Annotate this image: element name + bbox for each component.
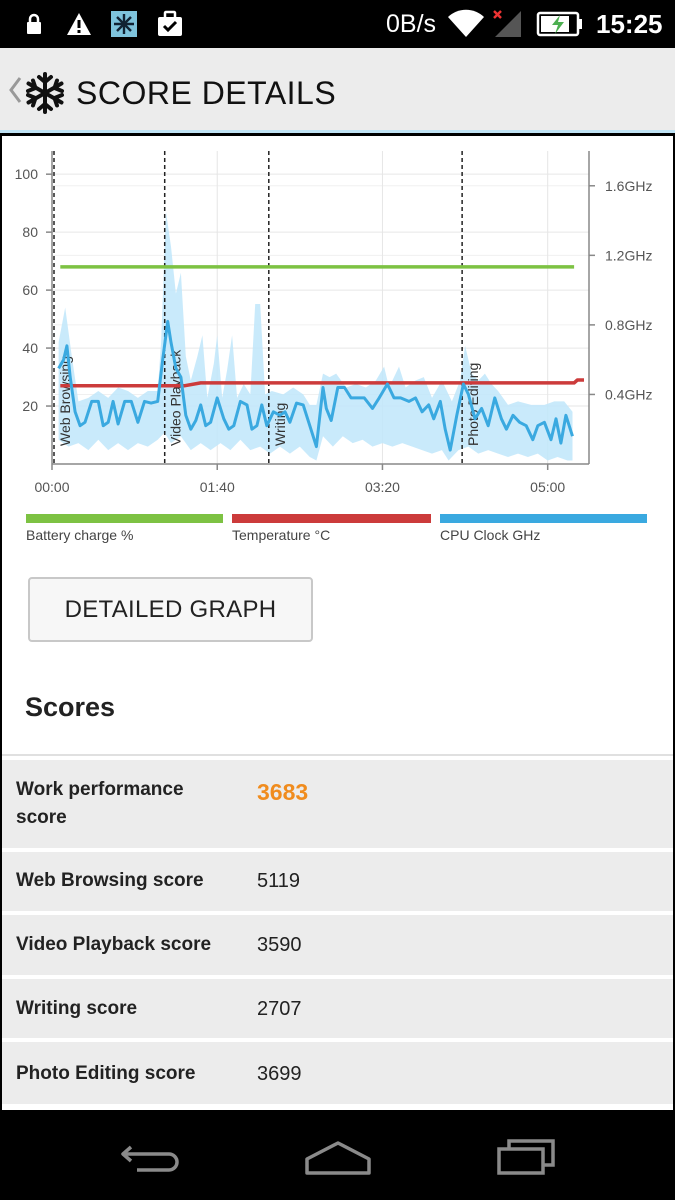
x-tick-label: 03:20 (365, 479, 400, 495)
content-area: 20 40 60 80 100 0.4GHz 0.8GHz 1.2GHz 1.6GHz 00:00… (2, 136, 673, 1110)
section-marker-label: Writing (272, 403, 288, 446)
lock-icon (22, 8, 46, 40)
legend-temperature-label: Temperature °C (232, 527, 331, 543)
page-title: SCORE DETAILS (76, 75, 337, 111)
x-tick-label: 00:00 (34, 479, 69, 495)
detailed-graph-button[interactable]: DETAILED GRAPH (28, 577, 313, 642)
legend-battery: Battery charge % (26, 514, 223, 544)
work-performance-score-value: 3683 (257, 779, 309, 805)
navigation-bar (0, 1110, 675, 1200)
score-label: Video Playback score (16, 934, 212, 955)
score-label: Photo Editing score (16, 1063, 196, 1084)
snowflake-app-icon (109, 8, 139, 40)
score-value: 2707 (257, 998, 302, 1020)
score-label: Work performance score (16, 776, 184, 832)
back-nav-icon[interactable] (112, 1132, 188, 1182)
y-right-tick-label: 1.2GHz (605, 247, 652, 263)
legend-battery-swatch (26, 514, 223, 523)
performance-chart[interactable]: 20 40 60 80 100 0.4GHz 0.8GHz 1.2GHz 1.6GHz 00:00… (2, 136, 673, 496)
legend-cpu-clock-label: CPU Clock GHz (440, 527, 541, 543)
snowflake-logo-icon[interactable] (24, 72, 66, 114)
warning-icon (64, 8, 94, 40)
score-row-work-performance: Work performance score 3683 (2, 760, 673, 848)
y-left-tick-label: 60 (22, 282, 38, 298)
y-left-tick-label: 40 (22, 340, 38, 356)
score-row-video-playback: Video Playback score 3590 (2, 915, 673, 975)
legend-cpu-clock: CPU Clock GHz (440, 514, 647, 544)
score-label-line2: score (16, 807, 67, 828)
legend-temperature-swatch (232, 514, 431, 523)
back-chevron-icon[interactable] (6, 74, 24, 106)
battery-charging-icon (536, 8, 584, 40)
y-left-tick-label: 20 (22, 398, 38, 414)
legend-temperature: Temperature °C (232, 514, 431, 544)
wifi-icon (446, 8, 486, 40)
y-right-tick-label: 1.6GHz (605, 178, 652, 194)
scores-divider (2, 754, 673, 756)
y-left-tick-label: 80 (22, 224, 38, 240)
score-label: Writing score (16, 998, 138, 1019)
status-bar: 0B/s 15:25 (0, 0, 675, 48)
score-value: 5119 (257, 870, 301, 892)
score-label: Web Browsing score (16, 870, 204, 891)
app-header: SCORE DETAILS (0, 48, 675, 133)
scores-heading: Scores (25, 692, 116, 722)
signal-icon (490, 8, 524, 40)
score-row-photo-editing: Photo Editing score 3699 (2, 1042, 673, 1104)
score-label-line1: Work performance (16, 779, 184, 800)
recent-apps-icon[interactable] (488, 1132, 564, 1182)
home-nav-icon[interactable] (296, 1132, 380, 1182)
x-tick-label: 01:40 (200, 479, 235, 495)
cpu-clock-line (57, 319, 574, 452)
legend-cpu-clock-swatch (440, 514, 647, 523)
y-left-tick-label: 100 (15, 166, 39, 182)
clock: 15:25 (596, 9, 663, 39)
x-tick-label: 05:00 (530, 479, 565, 495)
cpu-clock-range-band (58, 211, 573, 461)
score-value: 3699 (257, 1063, 302, 1085)
y-right-tick-label: 0.4GHz (605, 386, 652, 402)
chart-legend: Battery charge % Temperature °C CPU Cloc… (26, 514, 650, 544)
briefcase-check-icon (155, 8, 185, 40)
legend-battery-label: Battery charge % (26, 527, 134, 543)
section-marker-label: Photo Editing (465, 363, 481, 446)
score-row-web-browsing: Web Browsing score 5119 (2, 852, 673, 911)
score-row-writing: Writing score 2707 (2, 979, 673, 1038)
score-value: 3590 (257, 934, 302, 956)
network-speed: 0B/s (386, 10, 437, 38)
y-right-tick-label: 0.8GHz (605, 317, 652, 333)
